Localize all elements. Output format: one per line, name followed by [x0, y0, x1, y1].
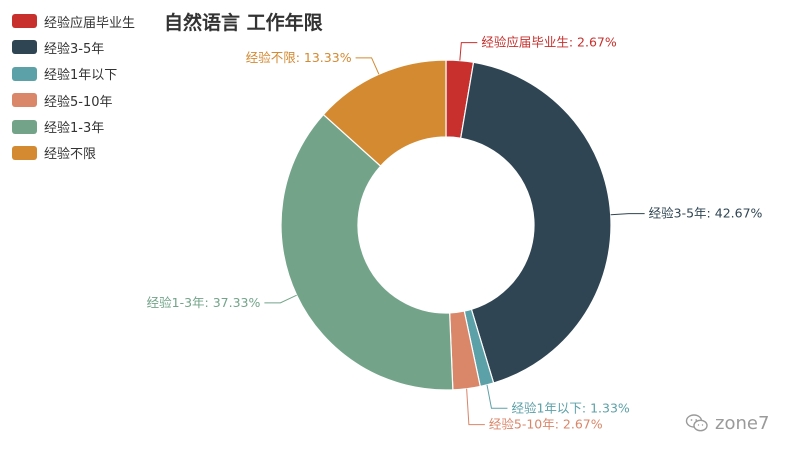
- legend-label: 经验不限: [44, 147, 97, 163]
- legend-label: 经验1-3年: [44, 121, 105, 137]
- legend-swatch: [12, 93, 37, 108]
- legend-item[interactable]: 经验5-10年: [12, 89, 135, 111]
- legend-swatch: [12, 40, 37, 55]
- legend-swatch: [12, 145, 37, 160]
- legend-swatch: [12, 66, 37, 81]
- legend-label: 经验1年以下: [44, 68, 118, 84]
- slice-data-label: 经验应届毕业生: 2.67%: [481, 35, 617, 50]
- legend-item[interactable]: 经验3-5年: [12, 36, 135, 58]
- slice-data-label: 经验不限: 13.33%: [246, 50, 352, 65]
- wechat-icon: [685, 414, 708, 432]
- label-leader-line: [466, 388, 485, 426]
- legend-item[interactable]: 经验不限: [12, 142, 135, 164]
- slice-data-label: 经验1-3年: 37.33%: [147, 295, 261, 310]
- watermark-text: zone7: [715, 412, 770, 434]
- legend-item[interactable]: 经验1-3年: [12, 116, 135, 138]
- label-leader-line: [264, 294, 297, 304]
- legend-item[interactable]: 经验应届毕业生: [12, 10, 135, 32]
- label-leader-line: [610, 213, 645, 216]
- legend-item[interactable]: 经验1年以下: [12, 63, 135, 85]
- slice-data-label: 经验5-10年: 2.67%: [489, 417, 603, 432]
- slice-data-label: 经验3-5年: 42.67%: [649, 206, 763, 221]
- chart-title: 自然语言 工作年限: [164, 12, 323, 34]
- legend-swatch: [12, 14, 37, 28]
- legend-label: 经验5-10年: [44, 94, 113, 110]
- legend-swatch: [12, 119, 37, 134]
- legend-label: 经验应届毕业生: [44, 15, 136, 31]
- label-leader-line: [459, 42, 478, 61]
- label-leader-line: [486, 384, 508, 409]
- pie-slice[interactable]: [460, 61, 612, 384]
- legend-label: 经验3-5年: [44, 41, 105, 57]
- slice-data-label: 经验1年以下: 1.33%: [511, 400, 629, 415]
- chart-legend: 经验应届毕业生 经验3-5年 经验1年以下 经验5-10年 经验1-3年 经验不限: [12, 10, 135, 168]
- label-leader-line: [355, 57, 380, 75]
- pie-slice[interactable]: [322, 59, 447, 167]
- watermark: zone7: [685, 408, 769, 438]
- pie-slice[interactable]: [280, 113, 454, 391]
